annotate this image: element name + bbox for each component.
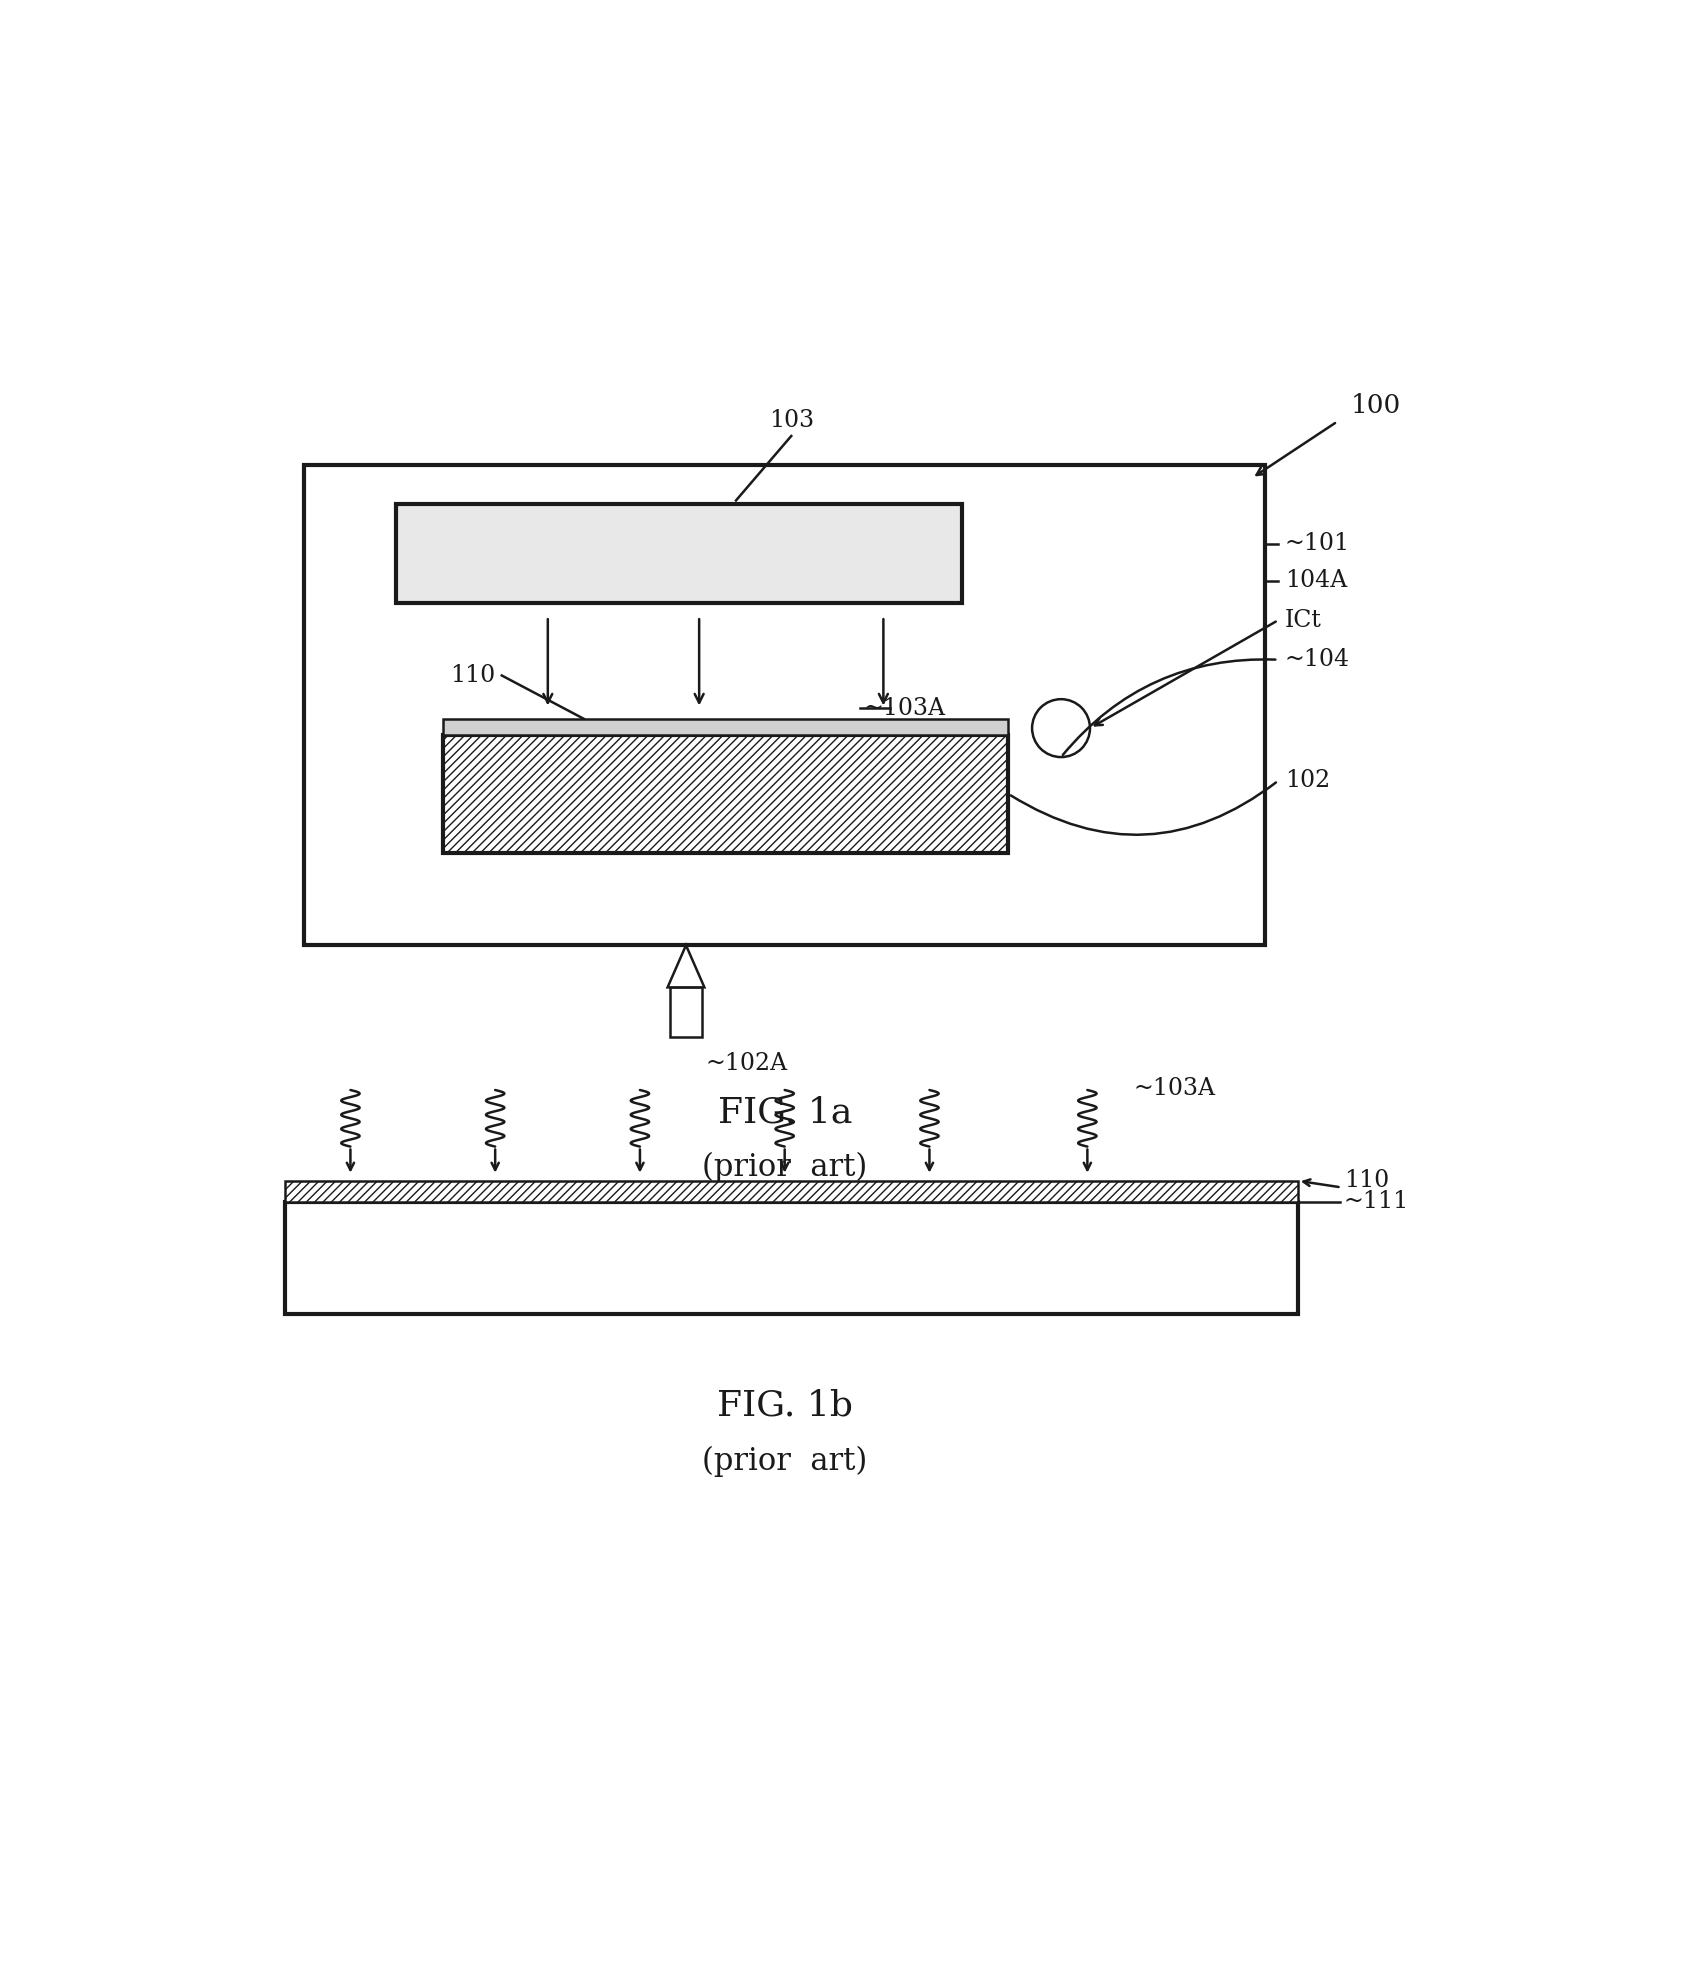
Text: 103: 103 (769, 408, 813, 432)
Bar (285, 1182, 1297, 1201)
Polygon shape (667, 946, 705, 987)
Text: ~102A: ~102A (706, 1052, 788, 1076)
Text: ~111: ~111 (1345, 1190, 1409, 1213)
Text: ICt: ICt (1285, 609, 1321, 632)
Text: FIG. 1a: FIG. 1a (718, 1095, 852, 1129)
Text: FIG. 1b: FIG. 1b (717, 1390, 852, 1423)
Text: ~103A: ~103A (1134, 1078, 1216, 1099)
Text: ~103A: ~103A (864, 697, 946, 720)
Bar (285, 1201, 1297, 1313)
Text: (prior  art): (prior art) (701, 1445, 868, 1476)
Text: ~104: ~104 (1285, 648, 1350, 671)
Text: 110: 110 (1345, 1170, 1389, 1192)
Text: 104A: 104A (1285, 569, 1347, 593)
Text: ~101: ~101 (1285, 532, 1350, 556)
Bar (443, 734, 1009, 854)
Bar (304, 465, 1265, 946)
Bar (669, 987, 703, 1036)
Text: 100: 100 (1350, 393, 1401, 418)
Bar (443, 718, 1009, 734)
Text: (prior  art): (prior art) (701, 1152, 868, 1184)
Text: 102: 102 (1285, 769, 1330, 793)
Bar (397, 504, 963, 603)
Text: 110: 110 (450, 663, 496, 687)
